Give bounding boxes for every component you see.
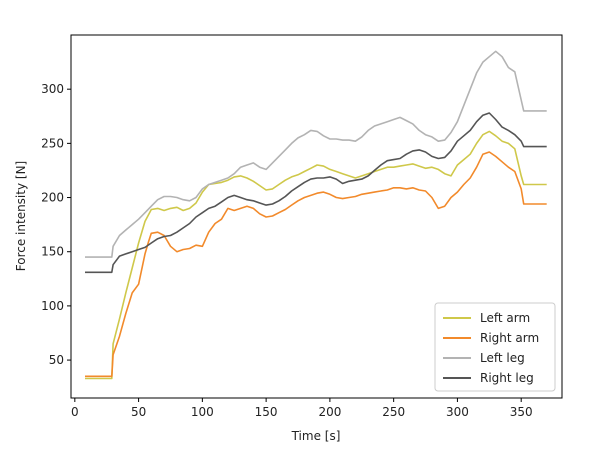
series-line-left-arm — [85, 130, 547, 380]
series-lines — [85, 50, 547, 380]
series-line-right-arm — [85, 151, 547, 378]
legend-label-left-arm: Left arm — [480, 311, 530, 325]
y-tick-label: 200 — [41, 191, 64, 205]
y-tick-label: 300 — [41, 82, 64, 96]
legend-label-left-leg: Left leg — [480, 351, 525, 365]
y-axis-ticks: 50 100 150 200 250 300 — [41, 82, 71, 367]
x-tick-label: 100 — [191, 405, 214, 419]
x-tick-label: 50 — [131, 405, 146, 419]
y-axis-label: Force intensity [N] — [14, 161, 28, 271]
series-line-right-leg — [85, 112, 547, 274]
y-tick-label: 100 — [41, 299, 64, 313]
x-axis-label: Time [s] — [291, 429, 341, 443]
x-tick-label: 200 — [318, 405, 341, 419]
x-tick-label: 350 — [510, 405, 533, 419]
y-tick-label: 50 — [49, 353, 64, 367]
series-line-left-leg — [85, 50, 547, 258]
x-tick-label: 0 — [71, 405, 79, 419]
x-tick-label: 300 — [446, 405, 469, 419]
legend-label-right-arm: Right arm — [480, 331, 539, 345]
legend-label-right-leg: Right leg — [480, 371, 534, 385]
legend-box — [434, 302, 556, 392]
x-tick-label: 150 — [255, 405, 278, 419]
x-axis-ticks: 0 50 100 150 200 250 300 350 — [71, 398, 533, 419]
y-tick-label: 150 — [41, 245, 64, 259]
legend: Left arm Right arm Left leg Right leg — [434, 302, 556, 392]
x-tick-label: 250 — [382, 405, 405, 419]
y-tick-label: 250 — [41, 136, 64, 150]
plot-frame — [70, 34, 563, 399]
